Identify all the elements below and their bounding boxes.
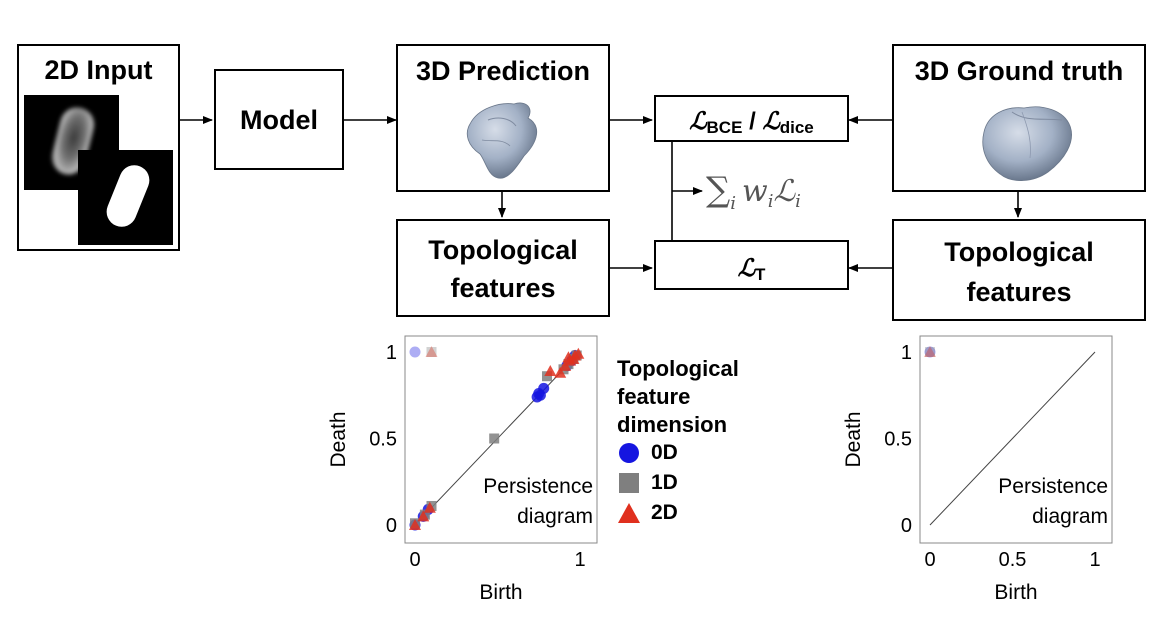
plot-frame (919, 335, 1113, 544)
point-1d (925, 347, 935, 357)
y-tick-label: 1 (901, 342, 912, 364)
topo-features-right-box: Topological features (892, 219, 1146, 321)
groundtruth-box: 3D Ground truth (892, 44, 1146, 192)
point-2d (924, 346, 936, 357)
bce-symbol: ℒ (689, 106, 707, 135)
topo-right-line1: Topological (944, 237, 1094, 267)
point-2d (554, 366, 567, 378)
model-box: Model (214, 69, 344, 170)
y-axis-label: Death (842, 411, 865, 467)
annotation-line2: diagram (517, 505, 593, 528)
point-0d (409, 346, 421, 358)
point-1d (489, 433, 500, 444)
loss-subscript: i (795, 191, 801, 212)
topo-loss-symbol: ℒ (737, 253, 755, 282)
groundtruth-3d-shape (982, 106, 1072, 181)
model-label: Model (240, 105, 318, 135)
y-tick-label: 0 (386, 515, 397, 537)
input-title: 2D Input (44, 55, 153, 85)
annotation-line1: Persistence (483, 475, 593, 498)
y-tick-label: 1 (386, 342, 397, 364)
legend-item-1d: 1D (617, 469, 777, 499)
legend-title-line1: Topological (617, 356, 739, 381)
input-image-mask (78, 150, 173, 245)
legend-title-line3: dimension (617, 412, 728, 437)
point-2d (409, 519, 421, 530)
topo-left-line2: features (450, 273, 556, 303)
persistence-diagram-prediction: 0 0.5 1 0 1 Birth Death Persistence diagram (327, 335, 598, 604)
point-1d (542, 371, 552, 382)
point-2d (423, 501, 436, 513)
persistence-diagram-groundtruth: 0 0.5 1 0 0.5 1 Birth Death Persistence diagram (842, 335, 1113, 604)
legend-title-line2: feature (617, 384, 691, 409)
loss-topo-label: ℒT (656, 253, 847, 285)
bce-subscript: BCE (706, 118, 743, 137)
y-tick-label: 0 (901, 515, 912, 537)
legend: Topological feature dimension 0D 1D 2D (617, 355, 777, 529)
y-axis-label: Death (327, 411, 350, 467)
square-marker-icon (619, 473, 639, 493)
loss-bce-dice-box: ℒBCE / ℒdice (654, 95, 849, 142)
point-0d (538, 382, 550, 394)
x-tick-label: 1 (1089, 549, 1100, 571)
weight-symbol: w (742, 174, 768, 209)
y-tick-label: 0.5 (369, 429, 397, 451)
legend-label-2d: 2D (651, 501, 678, 524)
groundtruth-title: 3D Ground truth (914, 56, 1124, 86)
loss-symbol: ℒ (773, 174, 796, 209)
bce-dice-separator: / (742, 108, 763, 135)
input-box: 2D Input (17, 44, 180, 251)
prediction-box: 3D Prediction (396, 44, 610, 192)
point-2d (562, 351, 575, 363)
point-2d (425, 346, 438, 357)
x-tick-label: 0.5 (999, 549, 1027, 571)
topo-right-line2: features (966, 277, 1072, 307)
annotation-line1: Persistence (998, 475, 1108, 498)
legend-label-1d: 1D (651, 471, 678, 494)
point-2d (544, 365, 557, 377)
legend-label-0d: 0D (651, 441, 678, 464)
loss-topo-box: ℒT (654, 240, 849, 290)
dice-subscript: dice (779, 118, 814, 137)
sum-subscript: i (730, 193, 737, 214)
y-tick-label: 0.5 (884, 429, 912, 451)
triangle-marker-icon (618, 503, 640, 523)
x-axis-label: Birth (994, 581, 1037, 604)
point-0d (924, 346, 936, 358)
diagonal-line (929, 351, 1096, 526)
sum-sigma: ∑ (706, 170, 731, 210)
point-1d (426, 347, 437, 357)
legend-item-2d: 2D (617, 499, 777, 529)
point-2d (572, 347, 585, 359)
prediction-3d-shape (466, 102, 537, 179)
topo-features-left-box: Topological features (396, 219, 610, 317)
x-tick-label: 0 (409, 549, 420, 571)
dice-symbol: ℒ (762, 106, 780, 135)
topo-left-line1: Topological (428, 235, 578, 265)
loss-bce-dice-label: ℒBCE / ℒdice (656, 106, 847, 138)
legend-item-0d: 0D (617, 439, 777, 469)
topo-loss-subscript: T (754, 265, 766, 284)
prediction-title: 3D Prediction (415, 56, 591, 86)
x-tick-label: 1 (574, 549, 585, 571)
circle-marker-icon (619, 443, 639, 463)
annotation-line2: diagram (1032, 505, 1108, 528)
sum-formula: ∑i wiℒi (706, 170, 801, 214)
point-2d (417, 510, 430, 522)
x-axis-label: Birth (479, 581, 522, 604)
weight-subscript: i (767, 191, 774, 212)
x-tick-label: 0 (924, 549, 935, 571)
